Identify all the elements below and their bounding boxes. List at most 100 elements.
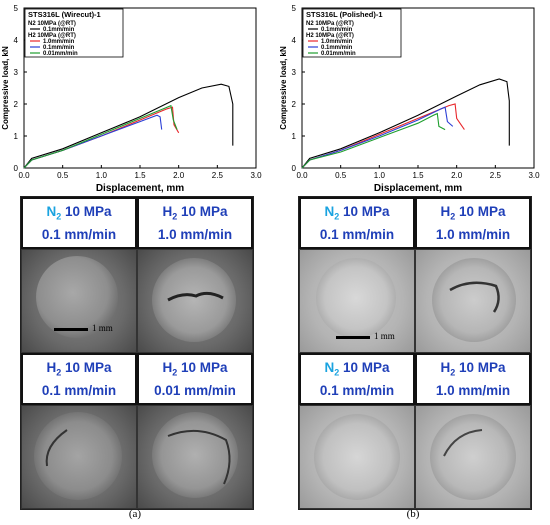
x-tick-label: 3.0 xyxy=(250,171,262,180)
gas-subscript: 2 xyxy=(450,367,456,378)
rate-label: 0.1 mm/min xyxy=(41,226,117,242)
pressure-label: 10 MPa xyxy=(339,360,390,376)
legend-box xyxy=(24,8,124,58)
y-tick-label: 4 xyxy=(292,36,297,45)
rate-label: 1.0 mm/min xyxy=(435,382,511,398)
x-tick-label: 2.5 xyxy=(212,171,224,180)
pressure-label: 10 MPa xyxy=(455,360,506,376)
legend-entry: 1.0mm/min xyxy=(321,39,353,45)
y-tick-label: 0 xyxy=(14,164,19,173)
rate-label: 0.1 mm/min xyxy=(319,226,395,242)
y-axis-label: Compressive load, kN xyxy=(1,46,10,130)
series-line xyxy=(23,83,234,169)
x-tick-label: 0.0 xyxy=(18,171,30,180)
x-tick-label: 3.0 xyxy=(528,171,540,180)
x-tick-label: 0.0 xyxy=(296,171,308,180)
legend-box xyxy=(302,8,402,58)
gas-symbol: H xyxy=(162,204,173,220)
legend-group-label: N2 10MPa (@RT) xyxy=(306,21,354,27)
crack-mark xyxy=(167,291,224,302)
condition-label: H2 10 MPa 0.1 mm/min xyxy=(21,353,137,405)
crack-mark xyxy=(443,429,483,457)
x-tick-label: 0.5 xyxy=(57,171,69,180)
y-tick-label: 5 xyxy=(14,4,19,13)
sem-image xyxy=(415,249,531,353)
y-tick-label: 0 xyxy=(292,164,297,173)
sem-image: 1 mm xyxy=(21,249,137,353)
x-tick-label: 2.0 xyxy=(173,171,185,180)
rate-label: 0.1 mm/min xyxy=(41,382,117,398)
crack-mark xyxy=(449,281,500,313)
y-tick-label: 4 xyxy=(14,36,19,45)
gas-symbol: H xyxy=(162,360,173,376)
legend-entry: 0.1mm/min xyxy=(43,27,75,33)
condition-label: H2 10 MPa 1.0 mm/min xyxy=(415,197,531,249)
gas-subscript: 2 xyxy=(450,211,456,222)
y-tick-label: 2 xyxy=(292,100,297,109)
rate-label: 1.0 mm/min xyxy=(157,226,233,242)
x-tick-label: 1.0 xyxy=(96,171,108,180)
x-tick-label: 1.5 xyxy=(412,171,424,180)
figure-panel-b: 0.0 0.5 1.0 1.5 2.0 2.5 3.0 0 1 2 3 4 5 Displacement,… xyxy=(278,0,548,525)
load-displacement-chart-a: 0.0 0.5 1.0 1.5 2.0 2.5 3.0 0 1 2 3 4 5 Displacement,… xyxy=(1,4,262,194)
x-tick-label: 2.5 xyxy=(490,171,502,180)
series-line xyxy=(23,104,178,169)
series-line xyxy=(301,112,446,169)
condition-label: H2 10 MPa 0.01 mm/min xyxy=(137,353,253,405)
x-tick-label: 0.5 xyxy=(335,171,347,180)
gas-symbol: H xyxy=(46,360,57,376)
gas-symbol: N xyxy=(324,204,335,220)
pressure-label: 10 MPa xyxy=(61,360,112,376)
scale-bar-label: 1 mm xyxy=(92,323,113,333)
gas-subscript: 2 xyxy=(334,211,340,222)
crack-mark xyxy=(167,429,231,485)
gas-symbol: N xyxy=(46,204,57,220)
rate-label: 0.1 mm/min xyxy=(319,382,395,398)
gas-symbol: H xyxy=(440,204,451,220)
y-tick-label: 2 xyxy=(14,100,19,109)
sem-image-grid-a: N2 10 MPa 0.1 mm/min H2 10 MPa 1.0 mm/mi… xyxy=(20,196,254,510)
sem-image xyxy=(415,405,531,509)
sem-image xyxy=(21,405,137,509)
scale-bar-label: 1 mm xyxy=(374,331,395,341)
legend-entry: 0.1mm/min xyxy=(321,27,353,33)
figure-panel-a: 0.0 0.5 1.0 1.5 2.0 2.5 3.0 0 1 2 3 4 5 Displacement,… xyxy=(0,0,270,525)
panel-caption: (a) xyxy=(128,508,142,520)
gas-symbol: H xyxy=(440,360,451,376)
pressure-label: 10 MPa xyxy=(177,360,228,376)
condition-label: N2 10 MPa 0.1 mm/min xyxy=(299,353,415,405)
scale-bar xyxy=(54,328,88,331)
legend-group-label: H2 10MPa (@RT) xyxy=(28,33,76,39)
gas-subscript: 2 xyxy=(172,211,178,222)
gas-subscript: 2 xyxy=(56,211,62,222)
rate-label: 0.01 mm/min xyxy=(154,382,236,398)
x-axis-label: Displacement, mm xyxy=(374,183,462,194)
scale-bar xyxy=(336,336,370,339)
y-tick-label: 3 xyxy=(14,68,19,77)
gas-subscript: 2 xyxy=(56,367,62,378)
legend-entry: 1.0mm/min xyxy=(43,39,75,45)
x-axis-label: Displacement, mm xyxy=(96,183,184,194)
chart-title: STS316L (Wirecut)-1 xyxy=(28,10,101,19)
condition-label: H2 10 MPa 1.0 mm/min xyxy=(137,197,253,249)
x-tick-label: 1.5 xyxy=(134,171,146,180)
x-tick-label: 2.0 xyxy=(451,171,463,180)
legend-entry: 0.01mm/min xyxy=(321,51,356,57)
series-line xyxy=(23,114,163,169)
legend-entry: 0.1mm/min xyxy=(321,45,353,51)
sem-image xyxy=(299,405,415,509)
sem-image-grid-b: N2 10 MPa 0.1 mm/min H2 10 MPa 1.0 mm/mi… xyxy=(298,196,532,510)
sem-image: 1 mm xyxy=(299,249,415,353)
y-tick-label: 1 xyxy=(14,132,19,141)
y-tick-label: 1 xyxy=(292,132,297,141)
gas-subscript: 2 xyxy=(172,367,178,378)
condition-label: N2 10 MPa 0.1 mm/min xyxy=(21,197,137,249)
pressure-label: 10 MPa xyxy=(61,204,112,220)
panel-caption: (b) xyxy=(406,508,420,520)
chart-title: STS316L (Polished)-1 xyxy=(306,10,383,19)
sem-image xyxy=(137,405,253,509)
pressure-label: 10 MPa xyxy=(177,204,228,220)
y-axis-label: Compressive load, kN xyxy=(279,46,288,130)
pressure-label: 10 MPa xyxy=(455,204,506,220)
pressure-label: 10 MPa xyxy=(339,204,390,220)
